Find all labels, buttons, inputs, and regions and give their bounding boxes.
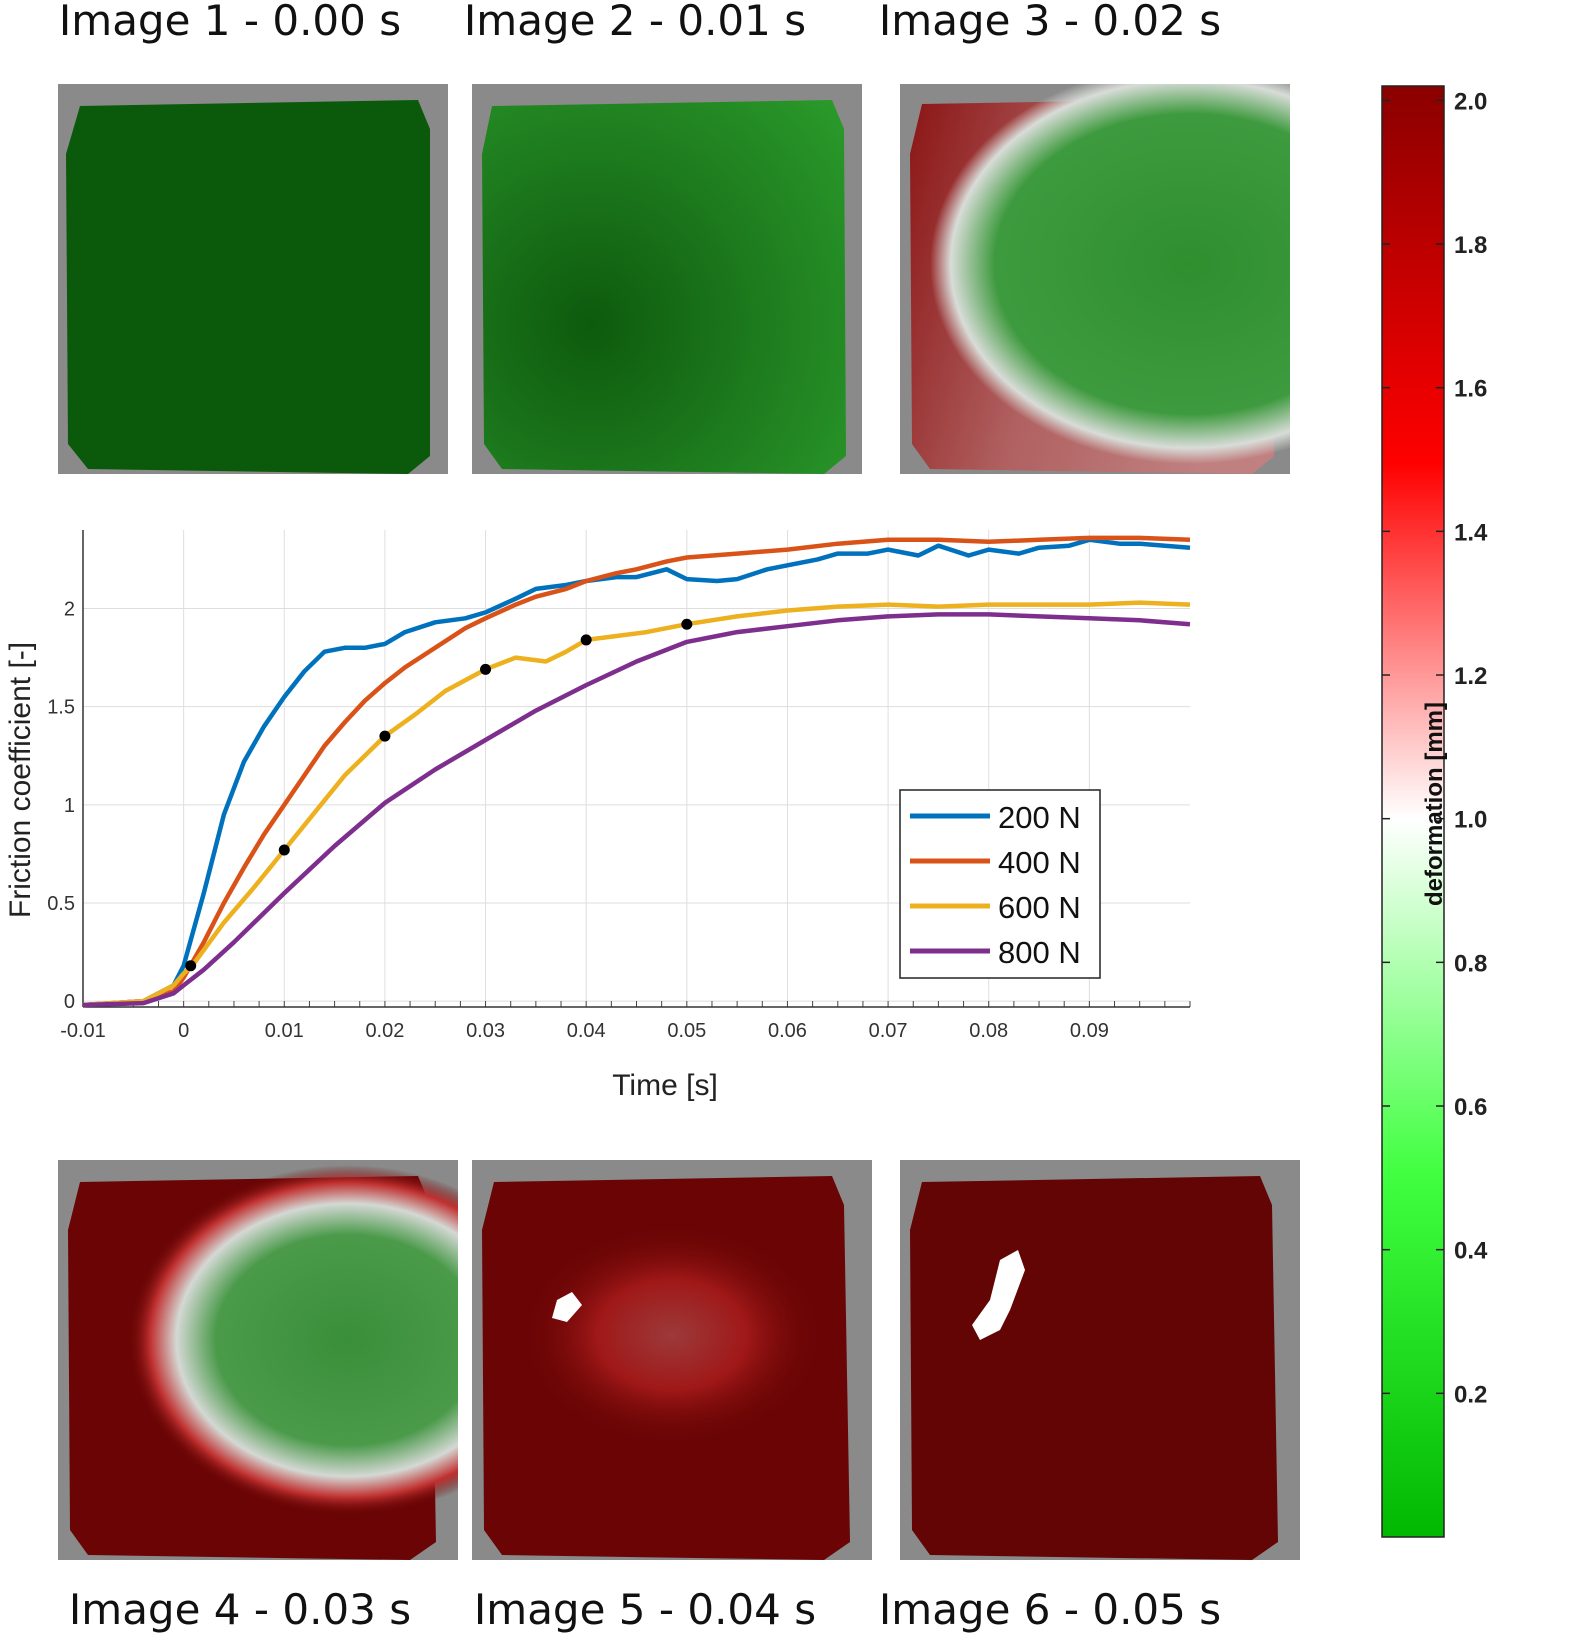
deformation-map-2: [472, 84, 862, 474]
colorbar-tick-label: 0.6: [1454, 1094, 1487, 1121]
y-tick-label: 0.5: [47, 893, 75, 915]
chart-legend: 200 N 400 N 600 N 800 N: [899, 789, 1101, 979]
chart-markers: [185, 618, 693, 972]
colorbar-tick-label: 1.6: [1454, 376, 1487, 403]
colorbar-tick-label: 1.8: [1454, 232, 1487, 259]
image-time-marker: [379, 730, 391, 742]
deformation-map-4: [58, 1160, 458, 1560]
image-6-title: Image 6 - 0.05 s: [878, 1585, 1222, 1634]
x-tick-label: 0.08: [969, 1020, 1008, 1042]
image-1-title: Image 1 - 0.00 s: [58, 0, 402, 45]
friction-chart: -0.01 0 0.01 0.02 0.03 0.04 0.05 0.06 0.07 0.08 0.…: [4, 530, 1191, 1102]
x-tick-label: 0.06: [768, 1020, 807, 1042]
colorbar-gradient: [1381, 85, 1445, 1538]
y-tick-label: 0: [64, 991, 75, 1013]
image-time-marker: [681, 618, 693, 630]
x-tick-label: 0.01: [265, 1020, 304, 1042]
image-time-marker: [480, 663, 492, 675]
series-line-400n: [82, 535, 1191, 1008]
image-time-marker: [278, 844, 290, 856]
x-tick-label: 0: [178, 1020, 189, 1042]
x-tick-label: 0.04: [567, 1020, 606, 1042]
deformation-map-1: [58, 84, 448, 474]
y-tick-label: 1: [64, 795, 75, 817]
x-tick-label: 0.07: [869, 1020, 908, 1042]
image-3-title: Image 3 - 0.02 s: [878, 0, 1222, 45]
chart-lines: [82, 535, 1191, 1008]
image-5-title: Image 5 - 0.04 s: [473, 1585, 817, 1634]
deformation-colorbar: 0.2 0.4 0.6 0.8 1.0 1.2 1.4 1.6 1.8 2.0: [1381, 85, 1488, 1538]
colorbar-tick-label: 2.0: [1454, 88, 1487, 115]
legend-label-400n: 400 N: [998, 845, 1081, 880]
legend-label-200n: 200 N: [998, 800, 1081, 835]
image-time-marker: [580, 634, 592, 646]
deformation-map-5: [472, 1160, 872, 1560]
y-tick-label: 2: [64, 599, 75, 621]
image-time-marker: [185, 960, 197, 972]
series-line-800n: [82, 612, 1191, 1008]
deformation-map-6: [900, 1160, 1300, 1560]
colorbar-ticks: 0.2 0.4 0.6 0.8 1.0 1.2 1.4 1.6 1.8 2.0: [1382, 88, 1488, 1408]
y-axis-label: Friction coefficient [-]: [4, 642, 37, 918]
image-2-title: Image 2 - 0.01 s: [463, 0, 807, 45]
series-line-600n: [82, 600, 1191, 1008]
image-4-title: Image 4 - 0.03 s: [68, 1585, 412, 1634]
x-tick-label: 0.03: [466, 1020, 505, 1042]
x-tick-label: 0.09: [1070, 1020, 1109, 1042]
x-tick-label: -0.01: [60, 1020, 106, 1042]
colorbar-tick-label: 1.0: [1454, 807, 1487, 834]
legend-label-600n: 600 N: [998, 890, 1081, 925]
colorbar-tick-label: 0.2: [1454, 1381, 1487, 1408]
colorbar-tick-label: 0.8: [1454, 950, 1487, 977]
x-axis-label: Time [s]: [612, 1069, 718, 1102]
x-tick-label: 0.02: [365, 1020, 404, 1042]
series-line-200n: [82, 537, 1191, 1008]
chart-axes: -0.01 0 0.01 0.02 0.03 0.04 0.05 0.06 0.07 0.08 0.…: [47, 530, 1191, 1042]
colorbar-tick-label: 1.2: [1454, 663, 1487, 690]
colorbar-tick-label: 0.4: [1454, 1238, 1488, 1265]
deformation-map-3: [900, 84, 1290, 474]
colorbar-label: deformation [mm]: [1421, 702, 1448, 906]
y-tick-label: 1.5: [47, 697, 75, 719]
legend-label-800n: 800 N: [998, 935, 1081, 970]
x-tick-label: 0.05: [667, 1020, 706, 1042]
colorbar-tick-label: 1.4: [1454, 519, 1488, 546]
